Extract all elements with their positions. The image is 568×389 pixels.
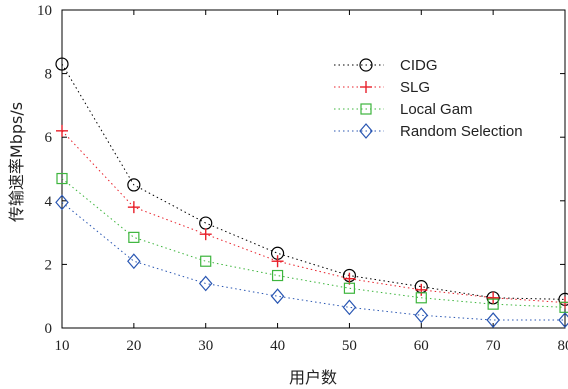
series-1 bbox=[56, 124, 568, 309]
data-point bbox=[342, 299, 357, 316]
data-point bbox=[414, 307, 429, 324]
data-point bbox=[56, 124, 68, 137]
x-tick-label: 10 bbox=[55, 338, 70, 354]
y-tick-label: 6 bbox=[45, 130, 53, 146]
axes: 10 20 30 40 50 60 70 80 0 2 4 6 8 10 bbox=[37, 3, 568, 354]
plot-area bbox=[61, 9, 566, 329]
data-point bbox=[127, 201, 140, 214]
legend-label: Random Selection bbox=[400, 123, 523, 140]
legend-entry: CIDG bbox=[334, 57, 438, 74]
legend-marker bbox=[359, 123, 373, 139]
y-axis-label: 传输速率Mbps/s bbox=[7, 102, 26, 222]
data-point bbox=[487, 298, 499, 310]
data-point bbox=[270, 288, 285, 305]
legend-marker bbox=[360, 81, 372, 93]
legend-entry: SLG bbox=[334, 79, 430, 96]
legend-label: Local Gam bbox=[400, 101, 473, 118]
legend-entry: Local Gam bbox=[334, 101, 473, 118]
plot-frame bbox=[61, 9, 566, 329]
x-tick-label: 70 bbox=[486, 338, 501, 354]
series-line bbox=[61, 130, 566, 304]
legend-label: CIDG bbox=[400, 57, 438, 74]
data-point bbox=[271, 269, 284, 282]
x-tick-label: 60 bbox=[414, 338, 429, 354]
x-tick-label: 30 bbox=[198, 338, 213, 354]
legend: CIDG SLG Local Gam Random Selection bbox=[334, 57, 523, 140]
data-point bbox=[271, 255, 284, 268]
x-tick-label: 80 bbox=[558, 338, 568, 354]
data-point bbox=[127, 253, 141, 270]
data-point bbox=[128, 231, 140, 243]
data-point bbox=[200, 255, 212, 267]
data-point bbox=[558, 312, 568, 328]
data-point bbox=[487, 291, 500, 304]
series-3 bbox=[55, 194, 568, 328]
y-tick-label: 2 bbox=[45, 257, 53, 273]
data-point bbox=[343, 282, 356, 294]
x-tick-label: 40 bbox=[270, 338, 285, 354]
y-tick-label: 0 bbox=[45, 321, 53, 337]
data-point bbox=[486, 312, 500, 328]
legend-marker bbox=[360, 103, 372, 115]
y-tick-label: 8 bbox=[45, 67, 53, 83]
legend-entry: Random Selection bbox=[334, 123, 523, 140]
x-axis-label: 用户数 bbox=[289, 368, 337, 387]
data-point bbox=[199, 228, 212, 241]
legend-marker bbox=[359, 58, 373, 72]
x-tick-label: 50 bbox=[342, 338, 357, 354]
y-tick-label: 10 bbox=[37, 3, 52, 19]
legend-label: SLG bbox=[400, 79, 430, 96]
data-point bbox=[198, 275, 213, 292]
series-layer bbox=[55, 57, 568, 328]
data-point bbox=[415, 283, 428, 296]
data-point bbox=[415, 292, 427, 304]
data-point bbox=[55, 57, 69, 71]
x-tick-label: 20 bbox=[126, 338, 141, 354]
data-point bbox=[55, 194, 69, 211]
y-tick-label: 4 bbox=[45, 194, 53, 210]
series-2 bbox=[56, 172, 568, 313]
data-point bbox=[127, 178, 141, 192]
series-line bbox=[61, 202, 565, 321]
series-line bbox=[61, 63, 566, 300]
data-point bbox=[56, 172, 68, 185]
